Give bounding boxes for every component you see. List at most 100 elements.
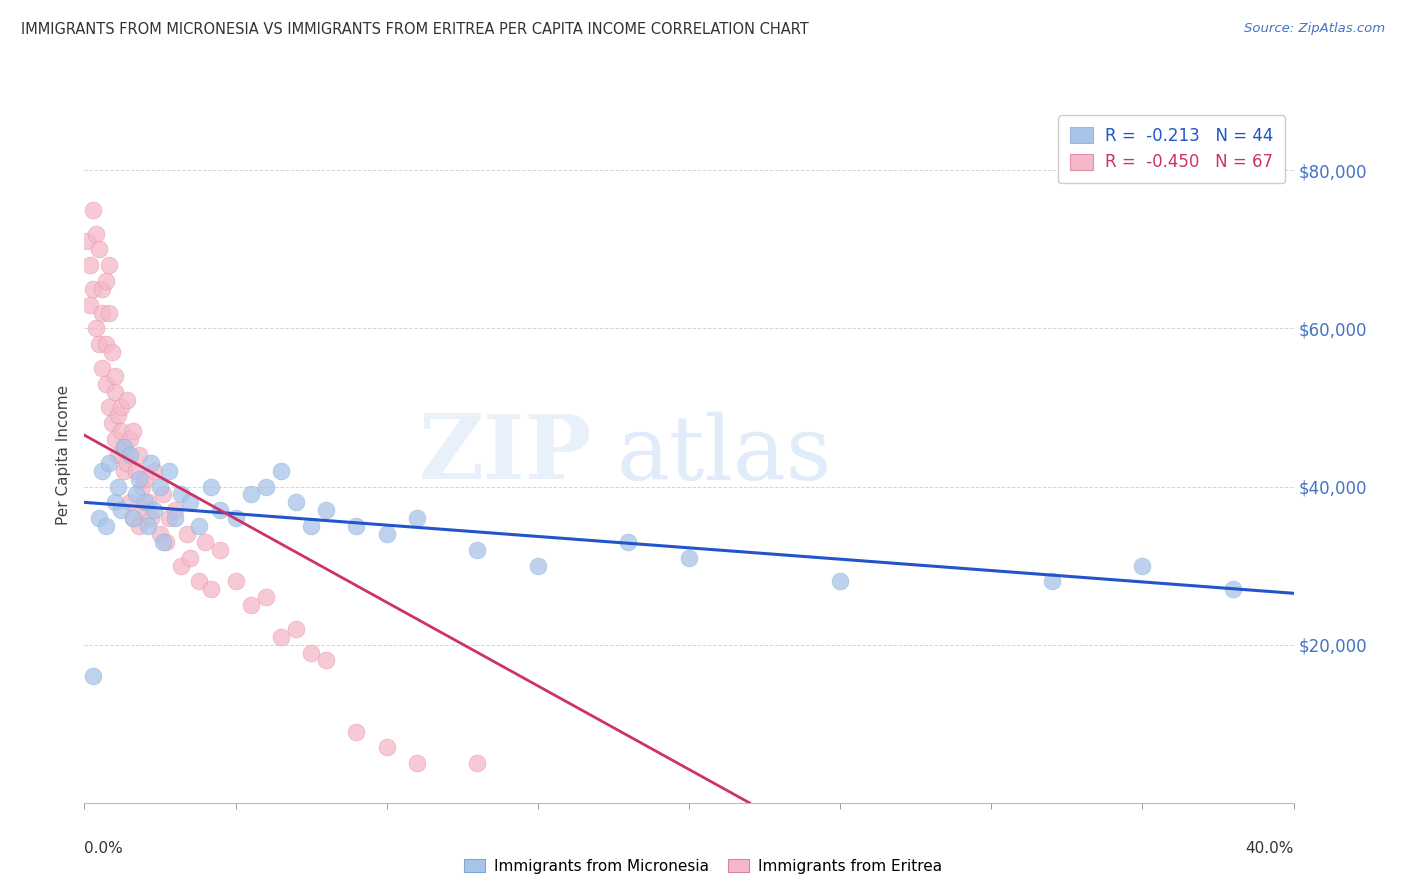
Point (179, 495, 201, 509)
Text: atlas: atlas (616, 411, 831, 499)
Point (346, 519, 368, 533)
Point (97, 305, 120, 319)
Point (225, 511, 247, 525)
Point (79, 298, 101, 312)
Point (104, 368, 127, 383)
Legend: R =  -0.213   N = 44, R =  -0.450   N = 67: R = -0.213 N = 44, R = -0.450 N = 67 (1059, 115, 1285, 183)
Text: 40.0%: 40.0% (1246, 841, 1294, 856)
Point (1040, 574, 1063, 589)
Point (82, 282, 104, 296)
Point (110, 424, 132, 438)
Point (136, 519, 159, 533)
Point (155, 535, 177, 549)
Point (91, 282, 114, 296)
Point (200, 479, 222, 493)
Point (107, 479, 129, 493)
Point (91, 361, 114, 376)
Point (254, 591, 277, 605)
Point (152, 535, 174, 549)
Point (112, 464, 135, 478)
Text: ZIP: ZIP (419, 411, 592, 499)
Point (82, 669, 104, 683)
Point (139, 456, 162, 470)
Point (89, 337, 111, 351)
Point (270, 630, 292, 644)
Point (104, 495, 127, 509)
Point (94, 337, 117, 351)
Text: 0.0%: 0.0% (84, 841, 124, 856)
Point (346, 724, 368, 739)
Point (254, 479, 277, 493)
Point (110, 503, 132, 517)
Point (165, 503, 187, 517)
Point (1130, 558, 1153, 573)
Point (406, 511, 429, 525)
Point (104, 384, 127, 399)
Point (128, 448, 150, 462)
Point (91, 464, 114, 478)
Point (179, 550, 201, 565)
Point (406, 756, 429, 771)
Point (225, 574, 247, 589)
Point (134, 472, 156, 486)
Point (170, 487, 193, 501)
Point (118, 448, 141, 462)
Point (285, 622, 308, 636)
Point (100, 345, 122, 359)
Point (375, 527, 398, 541)
Point (152, 487, 174, 501)
Point (149, 527, 172, 541)
Point (678, 550, 700, 565)
Point (125, 464, 148, 478)
Point (209, 542, 232, 557)
Point (121, 511, 143, 525)
Point (79, 258, 101, 272)
Point (157, 511, 180, 525)
Point (467, 756, 489, 771)
Point (118, 432, 141, 446)
Point (299, 646, 322, 660)
Point (91, 305, 114, 319)
Point (239, 598, 262, 612)
Point (94, 376, 117, 391)
Point (76, 235, 98, 249)
Point (82, 202, 104, 217)
Point (97, 258, 120, 272)
Point (115, 392, 138, 407)
Point (270, 464, 292, 478)
Point (110, 401, 132, 415)
Point (107, 448, 129, 462)
Point (617, 535, 640, 549)
Point (139, 511, 162, 525)
Point (285, 495, 308, 509)
Point (134, 495, 156, 509)
Point (112, 440, 135, 454)
Point (121, 424, 143, 438)
Point (142, 464, 165, 478)
Point (97, 456, 120, 470)
Point (149, 479, 172, 493)
Point (157, 464, 180, 478)
Legend: Immigrants from Micronesia, Immigrants from Eritrea: Immigrants from Micronesia, Immigrants f… (457, 853, 949, 880)
Point (94, 274, 117, 288)
Point (165, 511, 187, 525)
Point (239, 487, 262, 501)
Point (100, 417, 122, 431)
Point (188, 574, 211, 589)
Point (176, 527, 198, 541)
Point (89, 243, 111, 257)
Point (315, 653, 337, 667)
Point (104, 432, 127, 446)
Point (136, 495, 159, 509)
Point (209, 503, 232, 517)
Point (375, 740, 398, 755)
Point (89, 511, 111, 525)
Y-axis label: Per Capita Income: Per Capita Income (56, 384, 72, 525)
Point (170, 558, 193, 573)
Point (94, 519, 117, 533)
Point (830, 574, 852, 589)
Point (86, 227, 108, 241)
Point (97, 401, 120, 415)
Point (299, 519, 322, 533)
Point (315, 503, 337, 517)
